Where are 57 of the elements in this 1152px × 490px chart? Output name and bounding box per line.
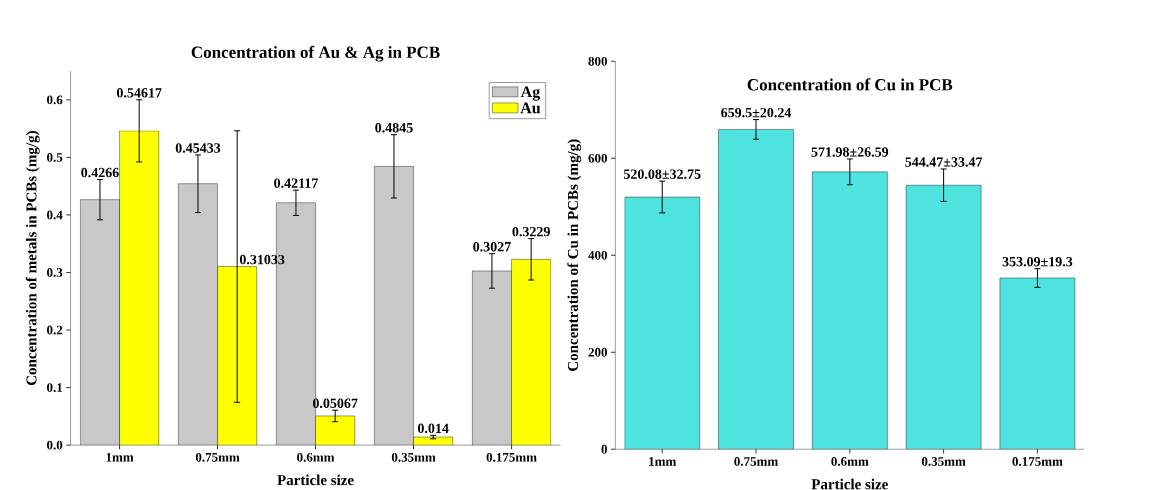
data-label: 0.31033 — [239, 254, 285, 265]
data-label: 520.08±32.75 — [623, 169, 701, 179]
x-tick-label: 0.6mm — [831, 457, 869, 466]
y-tick-label: 0.2 — [47, 325, 63, 335]
data-label: 0.54617 — [116, 88, 162, 98]
bar — [511, 259, 551, 446]
bar — [718, 129, 794, 450]
x-tick-label: 0.175mm — [1012, 457, 1063, 466]
legend-label: Au — [520, 102, 541, 114]
bar — [315, 415, 355, 446]
data-label: 544.47±33.47 — [905, 157, 983, 167]
bar — [119, 130, 159, 446]
y-axis-title: Concentration of Cu in PCBs (mg/g) — [567, 139, 582, 371]
data-label: 0.3229 — [512, 226, 550, 237]
x-tick-label: 0.35mm — [921, 457, 966, 466]
y-tick-label: 600 — [588, 153, 608, 163]
data-label: 0.4266 — [81, 167, 119, 178]
y-tick-label: 0.3 — [47, 268, 63, 277]
x-tick-label: 0.75mm — [734, 457, 778, 466]
x-tick-label: 0.175mm — [486, 452, 537, 462]
x-tick-label: 0.75mm — [195, 452, 240, 462]
bar — [812, 171, 888, 450]
bar — [906, 185, 982, 450]
y-tick-label: 0.5 — [47, 153, 63, 162]
y-tick-label: 0.0 — [47, 440, 63, 450]
data-label: 0.014 — [417, 423, 449, 434]
bar — [178, 183, 218, 446]
y-tick-label: 200 — [588, 347, 608, 357]
bar — [374, 166, 414, 446]
legend-label: Ag — [520, 86, 541, 101]
x-axis-title: Particle size — [277, 474, 354, 486]
data-label: 0.4845 — [375, 122, 413, 133]
x-tick-label: 0.35mm — [391, 452, 436, 462]
bar — [999, 277, 1076, 450]
y-tick-label: 0.4 — [47, 210, 63, 220]
x-axis-title: Particle size — [811, 478, 888, 490]
y-tick-label: 0 — [601, 444, 608, 454]
data-label: 571.98±26.59 — [811, 147, 889, 157]
data-label: 0.3027 — [473, 241, 511, 252]
bar — [624, 197, 700, 450]
data-label: 0.05067 — [312, 398, 358, 408]
data-label: 353.09±19.3 — [1002, 256, 1073, 267]
x-tick-label: 1mm — [649, 457, 677, 466]
x-tick-label: 0.6mm — [297, 452, 335, 462]
y-tick-label: 0.6 — [47, 95, 63, 105]
bar — [472, 270, 512, 446]
chart-title: Concentration of Au & Ag in PCB — [191, 45, 440, 62]
x-tick-label: 1mm — [106, 452, 134, 462]
text: Concentration of Cu in PCB — [747, 78, 953, 91]
y-axis-title: Concentration of metals in PCBs (mg/g) — [25, 131, 40, 386]
data-label: 0.42117 — [274, 178, 318, 188]
data-label: 0.45433 — [175, 143, 221, 153]
y-tick-label: 0.1 — [47, 383, 63, 392]
y-tick-label: 800 — [588, 56, 608, 66]
data-label: 659.5±20.24 — [721, 107, 792, 118]
y-tick-label: 400 — [588, 250, 608, 260]
bar — [80, 199, 120, 446]
